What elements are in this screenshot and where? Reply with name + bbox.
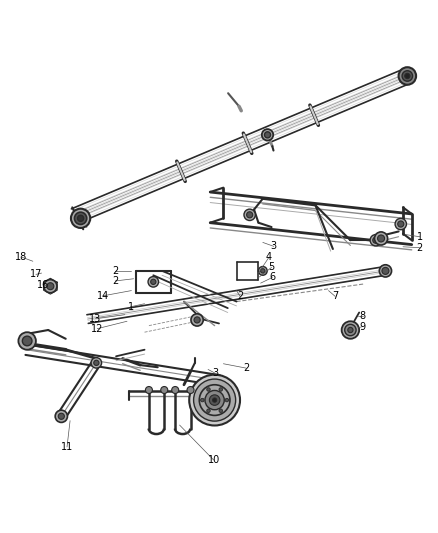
Circle shape [151,279,156,285]
Circle shape [194,379,236,421]
Circle shape [74,212,87,224]
Circle shape [207,409,210,413]
Text: 3: 3 [212,368,219,378]
Circle shape [258,266,267,275]
Circle shape [201,398,204,402]
Circle shape [405,74,410,78]
Circle shape [379,265,392,277]
Text: 10: 10 [208,455,220,465]
Circle shape [148,277,159,287]
Circle shape [194,317,200,323]
Text: 18: 18 [15,252,27,262]
Circle shape [187,386,194,393]
Text: 2: 2 [417,243,423,253]
Text: 17: 17 [30,269,42,279]
Circle shape [244,209,255,221]
Circle shape [342,321,359,339]
Circle shape [370,235,381,246]
Text: 14: 14 [97,291,109,301]
Circle shape [265,132,271,138]
Circle shape [225,398,229,402]
Circle shape [58,413,64,419]
Circle shape [398,221,404,227]
Circle shape [207,387,210,391]
Text: 2: 2 [243,363,249,373]
Circle shape [261,269,265,273]
Text: 2: 2 [237,291,243,301]
Circle shape [91,358,102,368]
Circle shape [262,129,273,141]
Text: 5: 5 [268,262,275,272]
Text: 7: 7 [332,291,338,301]
Circle shape [71,209,90,228]
Text: 13: 13 [89,313,102,324]
Circle shape [373,237,379,243]
Circle shape [212,398,217,402]
Circle shape [209,395,220,405]
Circle shape [44,280,57,293]
Text: 4: 4 [266,252,272,262]
Text: 2: 2 [112,276,118,286]
Text: 9: 9 [360,321,366,332]
Text: 8: 8 [360,311,366,320]
Circle shape [94,360,99,366]
Circle shape [145,386,152,393]
Circle shape [348,327,353,333]
Circle shape [345,324,356,336]
Circle shape [189,375,240,425]
Circle shape [395,219,406,230]
Text: 16: 16 [37,280,49,290]
Circle shape [191,314,203,326]
Circle shape [402,71,413,81]
Text: 12: 12 [91,324,103,334]
Circle shape [399,67,416,85]
Circle shape [161,386,168,393]
Circle shape [55,410,67,423]
Circle shape [378,235,385,242]
Circle shape [247,212,253,218]
Text: 1: 1 [417,232,423,242]
Circle shape [219,409,223,413]
Circle shape [374,232,388,245]
Circle shape [205,391,224,410]
Circle shape [18,332,36,350]
Circle shape [22,336,32,346]
Text: 6: 6 [269,272,276,282]
Text: 11: 11 [61,442,73,452]
Circle shape [47,282,54,290]
Circle shape [382,268,389,274]
Circle shape [172,386,179,393]
Circle shape [78,215,84,221]
Text: 2: 2 [112,266,118,276]
Text: 1: 1 [127,302,134,312]
Text: 3: 3 [271,241,277,252]
Circle shape [219,387,223,391]
